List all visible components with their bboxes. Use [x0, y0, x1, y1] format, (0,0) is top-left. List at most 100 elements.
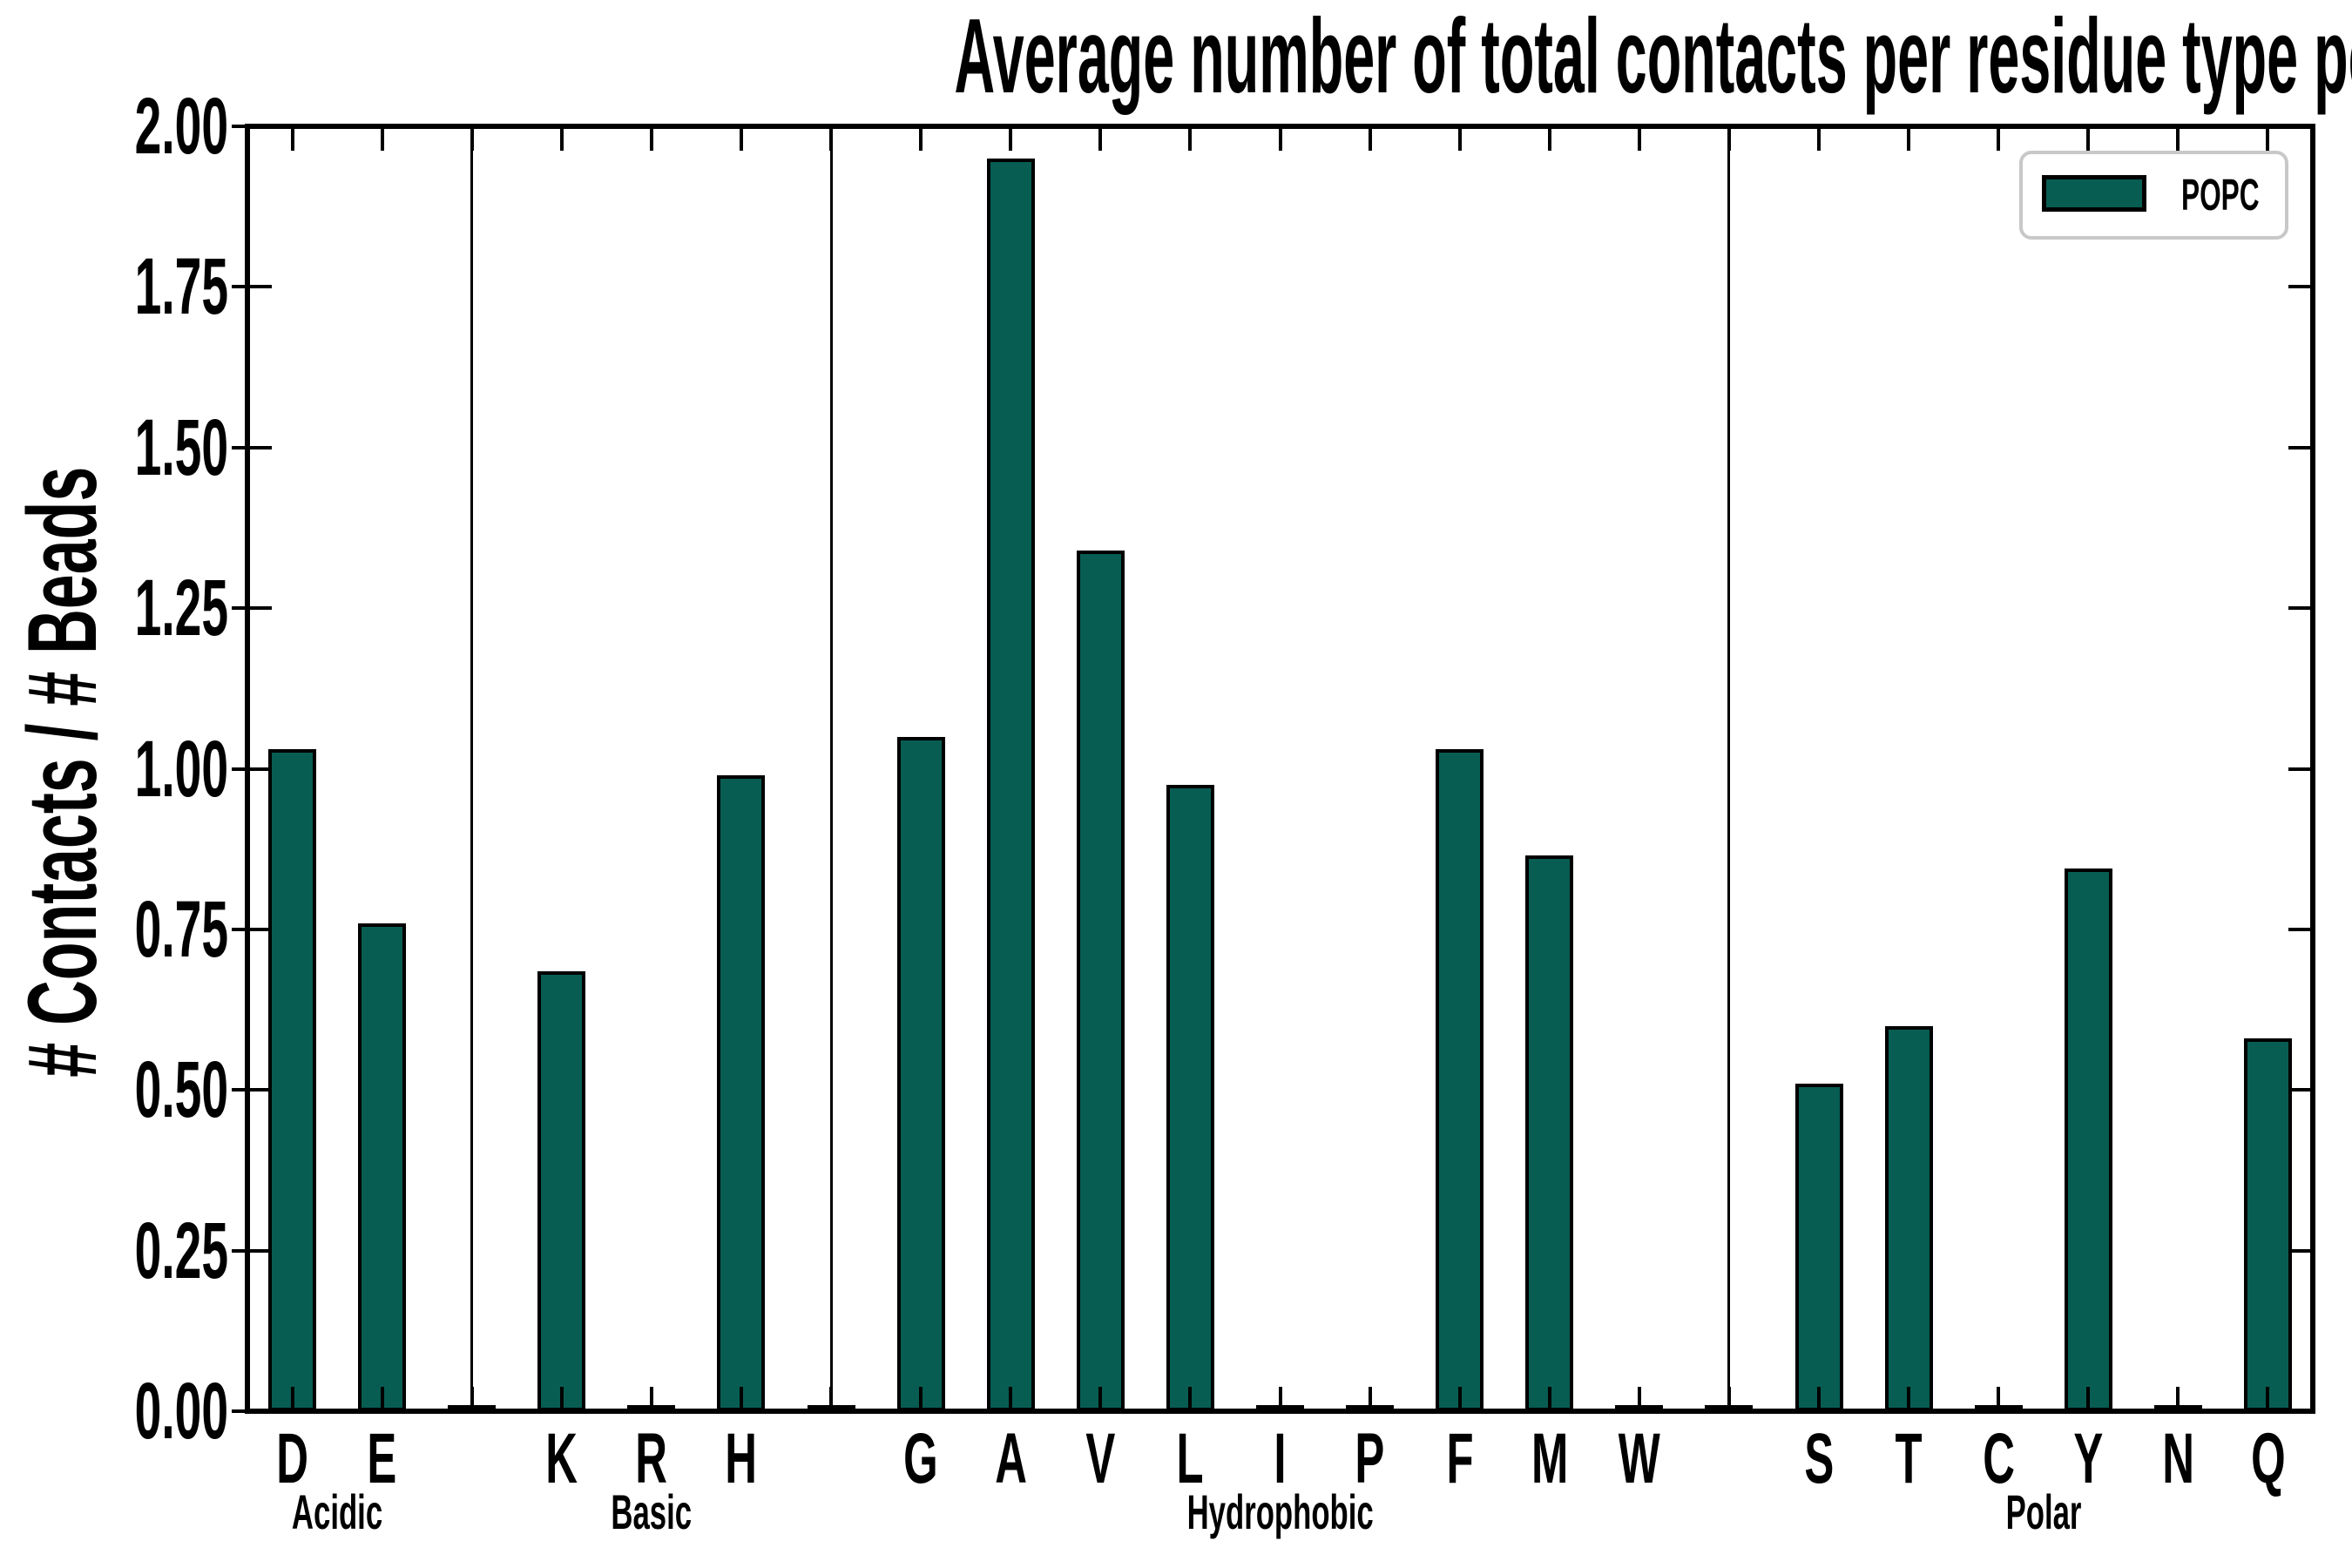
x-tick-top — [1817, 126, 1821, 151]
x-tick-top — [2266, 126, 2270, 151]
y-tick-right — [2288, 1409, 2313, 1413]
x-tick-label-Q-text: Q — [2250, 1419, 2286, 1498]
x-tick-bottom — [470, 1387, 474, 1411]
y-tick-right — [2288, 927, 2313, 931]
x-tick-top — [919, 126, 923, 151]
legend-entry-popc: POPC — [2181, 170, 2260, 220]
y-tick-label-1.25: 1.25 — [0, 568, 228, 648]
y-tick-label-2.00: 2.00 — [0, 86, 228, 166]
y-tick-left — [232, 1088, 272, 1092]
bar-Q — [2243, 1038, 2292, 1411]
x-tick-label-W-text: W — [1618, 1419, 1660, 1498]
y-tick-right — [2288, 1088, 2313, 1092]
y-tick-label-0.50-text: 0.50 — [134, 1045, 228, 1135]
y-tick-left — [232, 445, 272, 449]
bar-F — [1436, 749, 1484, 1411]
y-tick-label-1.25-text: 1.25 — [134, 564, 228, 653]
x-tick-label-L: L — [1129, 1423, 1251, 1495]
x-tick-label-F: F — [1399, 1423, 1521, 1495]
x-tick-bottom — [290, 1387, 294, 1411]
x-tick-top — [1997, 126, 2001, 151]
x-tick-label-H-text: H — [725, 1419, 758, 1498]
x-tick-label-K-text: K — [545, 1419, 578, 1498]
y-tick-right — [2288, 125, 2313, 128]
bar-T — [1884, 1025, 1933, 1411]
x-tick-top — [2176, 126, 2180, 151]
y-tick-right — [2288, 606, 2313, 611]
x-tick-bottom — [1817, 1387, 1821, 1411]
x-tick-label-N-text: N — [2162, 1419, 2194, 1498]
x-tick-label-E: E — [321, 1423, 443, 1495]
x-tick-top — [1637, 126, 1641, 151]
bar-H — [717, 774, 766, 1411]
chart-title-text: Average number of total contacts per res… — [954, 0, 2352, 115]
x-tick-top — [1098, 126, 1103, 151]
bar-A — [986, 158, 1035, 1411]
x-tick-bottom — [1547, 1387, 1551, 1411]
x-tick-bottom — [1278, 1387, 1282, 1411]
y-tick-left — [232, 927, 272, 931]
group-label-polar: Polar — [1782, 1486, 2305, 1538]
x-tick-label-Y-text: Y — [2073, 1419, 2104, 1498]
y-tick-left — [232, 285, 272, 289]
x-tick-top — [739, 126, 743, 151]
x-tick-label-H: H — [680, 1423, 802, 1495]
x-tick-bottom — [559, 1387, 564, 1411]
x-tick-label-E-text: E — [367, 1419, 397, 1498]
group-label-polar-text: Polar — [2005, 1484, 2082, 1539]
x-tick-label-A-text: A — [994, 1419, 1027, 1498]
x-tick-label-T-text: T — [1895, 1419, 1923, 1498]
x-tick-top — [1188, 126, 1193, 151]
chart-title: Average number of total contacts per res… — [247, 3, 2352, 109]
legend-swatch-popc — [2042, 175, 2146, 212]
x-tick-top — [380, 126, 384, 151]
x-tick-label-Y: Y — [2027, 1423, 2149, 1495]
x-tick-bottom — [1457, 1387, 1462, 1411]
x-tick-bottom — [829, 1387, 834, 1411]
x-tick-top — [1547, 126, 1551, 151]
bar-Y — [2064, 868, 2112, 1411]
y-tick-left — [232, 1409, 272, 1413]
x-tick-label-N: N — [2117, 1423, 2239, 1495]
x-tick-label-M-text: M — [1531, 1419, 1568, 1498]
group-separator — [470, 126, 474, 1411]
x-tick-bottom — [2176, 1387, 2180, 1411]
x-tick-top — [829, 126, 834, 151]
y-tick-label-1.50-text: 1.50 — [134, 402, 228, 492]
x-tick-top — [649, 126, 653, 151]
x-tick-top — [1009, 126, 1013, 151]
bar-S — [1794, 1083, 1843, 1411]
y-tick-label-0.25: 0.25 — [0, 1211, 228, 1291]
bar-E — [358, 923, 407, 1411]
x-tick-label-D-text: D — [276, 1419, 308, 1498]
x-tick-label-M: M — [1489, 1423, 1611, 1495]
y-tick-label-0.25-text: 0.25 — [134, 1206, 228, 1295]
y-tick-left — [232, 1248, 272, 1253]
y-tick-label-0.00-text: 0.00 — [134, 1367, 228, 1456]
x-tick-bottom — [649, 1387, 653, 1411]
y-tick-label-1.00-text: 1.00 — [134, 724, 228, 814]
group-label-basic: Basic — [390, 1486, 913, 1538]
y-tick-right — [2288, 445, 2313, 449]
x-tick-bottom — [1368, 1387, 1372, 1411]
legend-box: POPC — [2019, 151, 2288, 240]
x-tick-label-G-text: G — [903, 1419, 938, 1498]
x-tick-top — [470, 126, 474, 151]
x-tick-top — [1457, 126, 1462, 151]
y-tick-right — [2288, 285, 2313, 289]
x-tick-label-L-text: L — [1176, 1419, 1204, 1498]
x-tick-label-P: P — [1309, 1423, 1431, 1495]
x-tick-bottom — [1907, 1387, 1911, 1411]
y-tick-label-2.00-text: 2.00 — [134, 82, 228, 171]
x-tick-bottom — [919, 1387, 923, 1411]
x-tick-bottom — [2266, 1387, 2270, 1411]
x-tick-top — [559, 126, 564, 151]
right-spine — [2310, 124, 2315, 1414]
bar-V — [1076, 550, 1125, 1411]
y-tick-label-1.00: 1.00 — [0, 729, 228, 809]
x-tick-label-C: C — [1937, 1423, 2059, 1495]
x-tick-bottom — [380, 1387, 384, 1411]
x-tick-top — [1278, 126, 1282, 151]
bar-D — [268, 749, 317, 1411]
